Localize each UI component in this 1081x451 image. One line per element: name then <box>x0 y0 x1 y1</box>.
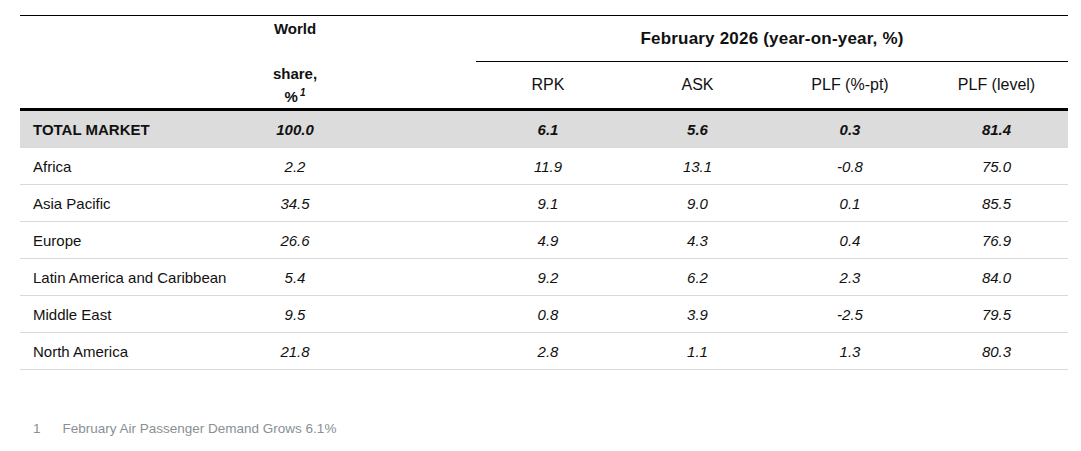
table-row-total-market: TOTAL MARKET 100.0 6.1 5.6 0.3 81.4 <box>20 110 1068 148</box>
spacer-cell <box>355 148 476 185</box>
spacer-cell <box>355 296 476 333</box>
spacer-cell <box>355 110 476 148</box>
world-share-value: 21.8 <box>235 333 355 370</box>
plf-level-value: 84.0 <box>925 259 1068 296</box>
plf-pt-value: 1.3 <box>775 333 925 370</box>
ask-value: 3.9 <box>620 296 775 333</box>
header-world-share: World share, %1 <box>235 16 355 110</box>
rpk-value: 2.8 <box>476 333 620 370</box>
world-share-value: 5.4 <box>235 259 355 296</box>
report-table-page: World share, %1 February 2026 (year-on-y… <box>0 0 1081 451</box>
world-share-value: 100.0 <box>235 110 355 148</box>
plf-pt-value: 0.3 <box>775 110 925 148</box>
world-share-gap <box>235 38 355 64</box>
table-row-europe: Europe 26.6 4.9 4.3 0.4 76.9 <box>20 222 1068 259</box>
world-share-label-world: World <box>235 19 355 38</box>
region-label: Middle East <box>20 296 235 333</box>
world-share-value: 9.5 <box>235 296 355 333</box>
region-label: Africa <box>20 148 235 185</box>
header-period-group-title: February 2026 (year-on-year, %) <box>476 16 1068 62</box>
region-label: Latin America and Caribbean <box>20 259 235 296</box>
rpk-value: 0.8 <box>476 296 620 333</box>
rpk-value: 11.9 <box>476 148 620 185</box>
plf-level-value: 76.9 <box>925 222 1068 259</box>
plf-level-value: 79.5 <box>925 296 1068 333</box>
ask-value: 9.0 <box>620 185 775 222</box>
world-share-value: 26.6 <box>235 222 355 259</box>
column-header-plf-level: PLF (level) <box>925 62 1068 110</box>
ask-value: 1.1 <box>620 333 775 370</box>
percent-sign: % <box>285 88 298 105</box>
air-passenger-market-table: World share, %1 February 2026 (year-on-y… <box>20 15 1068 370</box>
plf-level-value: 81.4 <box>925 110 1068 148</box>
header-spacer <box>355 16 476 110</box>
world-share-value: 2.2 <box>235 148 355 185</box>
spacer-cell <box>355 259 476 296</box>
plf-pt-value: 0.4 <box>775 222 925 259</box>
footnote: 1 February Air Passenger Demand Grows 6.1… <box>33 421 1081 436</box>
spacer-cell <box>355 333 476 370</box>
region-label: Europe <box>20 222 235 259</box>
rpk-value: 9.1 <box>476 185 620 222</box>
plf-level-value: 75.0 <box>925 148 1068 185</box>
table-header: World share, %1 February 2026 (year-on-y… <box>20 16 1068 110</box>
plf-pt-value: -0.8 <box>775 148 925 185</box>
rpk-value: 9.2 <box>476 259 620 296</box>
region-label: TOTAL MARKET <box>20 110 235 148</box>
column-header-plf-pt: PLF (%-pt) <box>775 62 925 110</box>
table-row-north-america: North America 21.8 2.8 1.1 1.3 80.3 <box>20 333 1068 370</box>
ask-value: 6.2 <box>620 259 775 296</box>
footnote-reference-superscript: 1 <box>300 87 306 98</box>
region-label: North America <box>20 333 235 370</box>
spacer-cell <box>355 185 476 222</box>
spacer-cell <box>355 222 476 259</box>
table-row-africa: Africa 2.2 11.9 13.1 -0.8 75.0 <box>20 148 1068 185</box>
table-row-middle-east: Middle East 9.5 0.8 3.9 -2.5 79.5 <box>20 296 1068 333</box>
ask-value: 4.3 <box>620 222 775 259</box>
ask-value: 5.6 <box>620 110 775 148</box>
plf-pt-value: -2.5 <box>775 296 925 333</box>
world-share-value: 34.5 <box>235 185 355 222</box>
table-row-asia-pacific: Asia Pacific 34.5 9.1 9.0 0.1 85.5 <box>20 185 1068 222</box>
plf-level-value: 85.5 <box>925 185 1068 222</box>
header-region-blank <box>20 16 235 110</box>
table-body: TOTAL MARKET 100.0 6.1 5.6 0.3 81.4 Afri… <box>20 110 1068 370</box>
footnote-text: February Air Passenger Demand Grows 6.1% <box>63 421 337 436</box>
world-share-label-percent: %1 <box>235 83 355 106</box>
plf-level-value: 80.3 <box>925 333 1068 370</box>
rpk-value: 4.9 <box>476 222 620 259</box>
footnote-marker: 1 <box>33 421 41 436</box>
ask-value: 13.1 <box>620 148 775 185</box>
rpk-value: 6.1 <box>476 110 620 148</box>
world-share-label-share: share, <box>235 64 355 83</box>
column-header-rpk: RPK <box>476 62 620 110</box>
column-header-ask: ASK <box>620 62 775 110</box>
table-row-latin-america-caribbean: Latin America and Caribbean 5.4 9.2 6.2 … <box>20 259 1068 296</box>
header-group-row: World share, %1 February 2026 (year-on-y… <box>20 16 1068 62</box>
plf-pt-value: 0.1 <box>775 185 925 222</box>
region-label: Asia Pacific <box>20 185 235 222</box>
plf-pt-value: 2.3 <box>775 259 925 296</box>
